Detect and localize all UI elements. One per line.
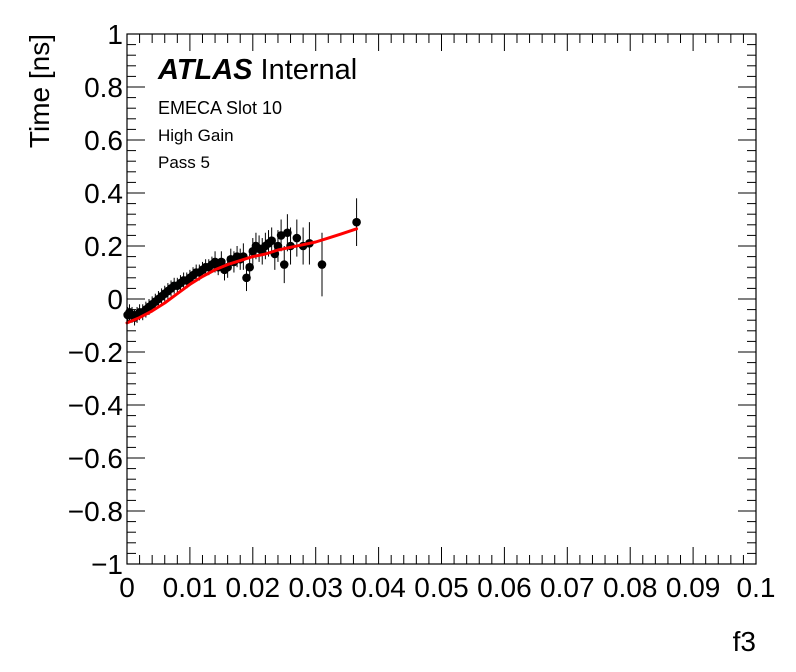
data-point bbox=[267, 227, 276, 254]
y-tick-label: 0.6 bbox=[84, 125, 123, 156]
x-axis-label: f3 bbox=[733, 626, 756, 657]
data-marker bbox=[217, 257, 226, 267]
atlas-suffix-label: Internal bbox=[261, 54, 358, 86]
fit-curve bbox=[125, 227, 359, 325]
y-tick-label: −0.6 bbox=[68, 443, 123, 474]
x-tick-label: 0.03 bbox=[288, 572, 343, 603]
data-marker bbox=[352, 217, 361, 227]
y-tick-label: −0.2 bbox=[68, 337, 123, 368]
x-tick-label: 0.07 bbox=[540, 572, 595, 603]
y-tick-label: 0.4 bbox=[84, 178, 123, 209]
atlas-label: ATLAS bbox=[157, 54, 253, 86]
data-marker bbox=[267, 236, 276, 245]
x-tick-label: 0.09 bbox=[666, 572, 721, 603]
x-tick-label: 0.1 bbox=[737, 572, 776, 603]
data-marker bbox=[283, 228, 292, 238]
data-marker bbox=[279, 260, 289, 269]
data-point bbox=[352, 198, 361, 246]
data-marker bbox=[245, 262, 254, 272]
data-marker bbox=[242, 273, 251, 283]
x-tick-label: 0.01 bbox=[163, 572, 218, 603]
data-layer bbox=[123, 198, 361, 326]
data-point bbox=[292, 219, 302, 257]
data-point bbox=[279, 246, 289, 284]
annotation-line-1: EMECA Slot 10 bbox=[158, 98, 282, 118]
y-tick-label: 0.2 bbox=[84, 231, 123, 262]
annotation-line-2: High Gain bbox=[158, 126, 234, 145]
data-point bbox=[317, 232, 327, 297]
x-tick-label: 0 bbox=[119, 572, 135, 603]
data-marker bbox=[292, 233, 302, 243]
y-tick-label: 0.8 bbox=[84, 72, 123, 103]
x-tick-label: 0.05 bbox=[414, 572, 469, 603]
y-tick-label: −1 bbox=[91, 549, 123, 580]
x-tick-label: 0.04 bbox=[351, 572, 406, 603]
data-marker bbox=[317, 260, 327, 269]
x-tick-label: 0.08 bbox=[603, 572, 658, 603]
y-tick-label: 1 bbox=[107, 19, 123, 50]
plot-frame bbox=[126, 33, 757, 565]
y-tick-label: −0.4 bbox=[68, 390, 123, 421]
y-tick-label: −0.8 bbox=[68, 496, 123, 527]
annotation-line-3: Pass 5 bbox=[158, 153, 210, 172]
y-axis-label: Time [ns] bbox=[24, 34, 55, 148]
x-tick-label: 0.02 bbox=[226, 572, 281, 603]
y-tick-label: 0 bbox=[107, 284, 123, 315]
x-tick-label: 0.06 bbox=[477, 572, 532, 603]
